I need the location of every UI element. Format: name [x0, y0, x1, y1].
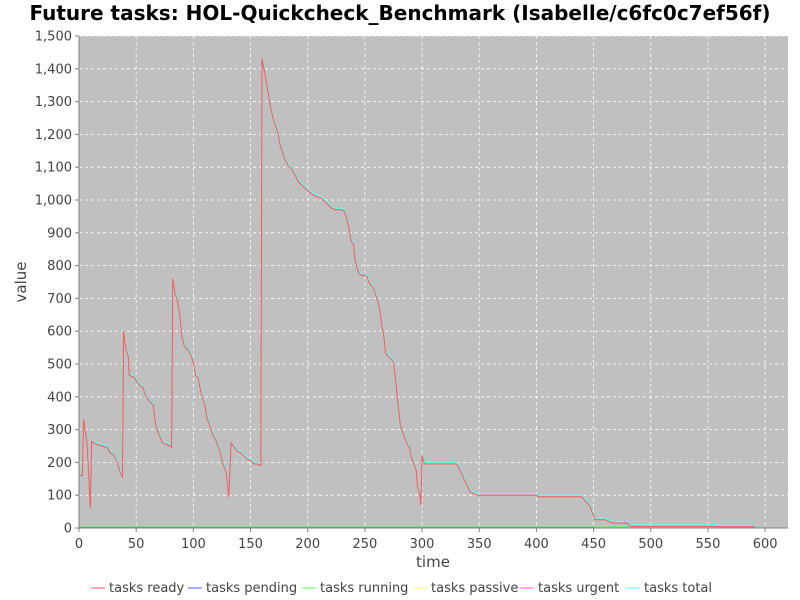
x-tick-label: 300 [410, 537, 435, 552]
legend: tasks ready tasks pending tasks running tas… [91, 581, 712, 596]
legend-label: tasks urgent [538, 581, 619, 596]
y-tick-label: 400 [47, 390, 72, 405]
y-tick-label: 100 [47, 489, 72, 504]
x-axis-label: time [416, 553, 450, 571]
y-tick-label: 1,000 [35, 194, 72, 209]
x-tick-label: 500 [638, 537, 663, 552]
y-tick-label: 900 [47, 226, 72, 241]
y-tick-label: 1,100 [35, 161, 72, 176]
legend-label: tasks pending [206, 581, 297, 596]
x-tick-label: 350 [467, 537, 492, 552]
x-tick-label: 250 [352, 537, 377, 552]
legend-label: tasks running [320, 581, 408, 596]
y-tick-label: 1,400 [35, 62, 72, 77]
y-tick-label: 1,300 [35, 95, 72, 110]
y-tick-label: 1,500 [35, 30, 72, 45]
y-ticks: 0 100 200 300 400 500 600 700 800 900 1,000 1,100 1,… [35, 30, 79, 537]
series-line-tasks-ready [79, 58, 756, 529]
y-tick-label: 200 [47, 456, 72, 471]
y-tick-label: 700 [47, 292, 72, 307]
y-tick-label: 1,200 [35, 128, 72, 143]
y-tick-label: 300 [47, 423, 72, 438]
legend-label: tasks total [644, 581, 712, 596]
y-tick-label: 800 [47, 259, 72, 274]
x-tick-label: 0 [75, 537, 83, 552]
chart-title: Future tasks: HOL-Quickcheck_Benchmark (… [29, 1, 770, 25]
x-tick-label: 150 [238, 537, 263, 552]
x-tick-label: 100 [181, 537, 206, 552]
y-tick-label: 600 [47, 325, 72, 340]
x-tick-label: 200 [295, 537, 320, 552]
y-axis-label: value [12, 262, 30, 303]
x-ticks: 0 50 100 150 200 250 300 350 400 450 500 550 600 [75, 528, 778, 552]
x-tick-label: 600 [753, 537, 778, 552]
legend-label: tasks ready [109, 581, 185, 596]
x-tick-label: 400 [524, 537, 549, 552]
x-tick-label: 550 [696, 537, 721, 552]
y-tick-label: 0 [64, 522, 72, 537]
x-tick-label: 450 [581, 537, 606, 552]
x-tick-label: 50 [128, 537, 145, 552]
legend-label: tasks passive [431, 581, 518, 596]
plot-area [79, 36, 788, 528]
y-tick-label: 500 [47, 358, 72, 373]
